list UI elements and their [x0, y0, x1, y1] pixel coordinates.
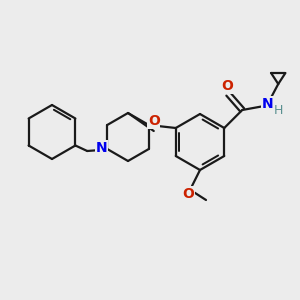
Text: O: O [148, 114, 160, 128]
Text: H: H [274, 103, 283, 116]
Text: N: N [261, 97, 273, 111]
Text: N: N [95, 141, 107, 155]
Text: O: O [182, 187, 194, 201]
Text: O: O [221, 79, 233, 93]
